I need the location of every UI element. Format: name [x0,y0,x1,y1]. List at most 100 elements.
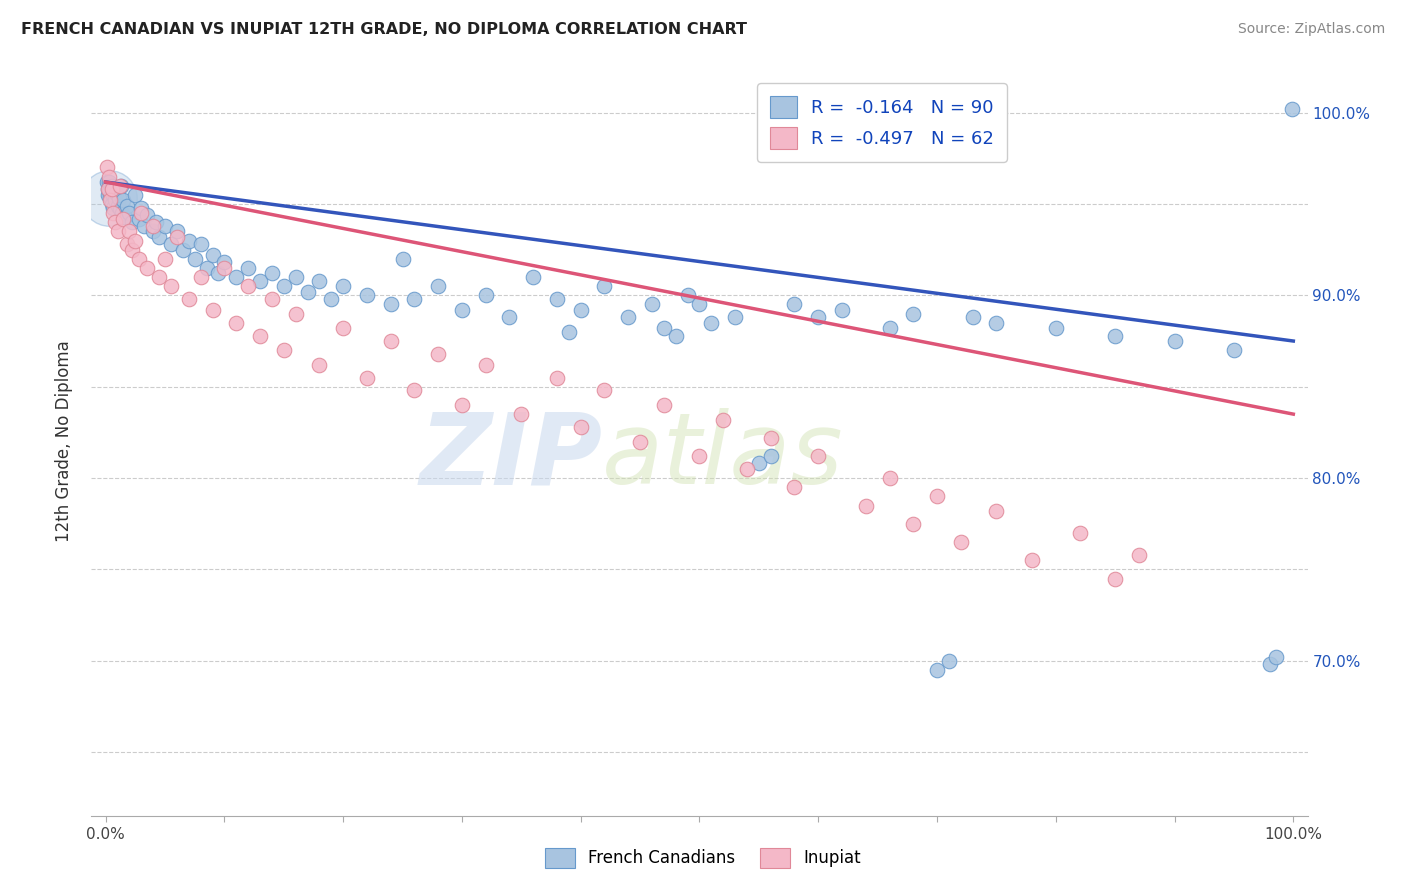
Point [148,270,170,285]
Point [98,175,121,189]
Point [879,471,901,485]
Point [427,279,450,293]
Point [100,182,122,196]
Point [831,302,853,317]
Text: Source: ZipAtlas.com: Source: ZipAtlas.com [1237,22,1385,37]
Point [96,175,118,189]
Point [121,243,143,257]
Point [124,234,146,248]
Point [104,215,127,229]
Point [321,292,343,306]
Point [1163,334,1185,348]
Point [121,215,143,229]
Text: ZIP: ZIP [419,408,602,505]
Point [665,328,688,343]
Point [129,201,152,215]
Legend: R =  -0.164   N = 90, R =  -0.497   N = 62: R = -0.164 N = 90, R = -0.497 N = 62 [756,84,1007,161]
Legend: French Canadians, Inupiat: French Canadians, Inupiat [538,841,868,875]
Point [1258,657,1281,672]
Point [153,219,176,233]
Point [807,310,830,325]
Point [688,449,710,463]
Point [111,206,134,220]
Point [474,358,496,372]
Point [273,343,295,358]
Point [903,516,925,531]
Point [207,267,229,281]
Point [101,187,124,202]
Point [128,252,150,266]
Point [136,208,159,222]
Point [97,187,120,202]
Point [1128,548,1150,562]
Point [546,292,568,306]
Point [100,189,122,203]
Point [308,274,330,288]
Point [108,202,131,217]
Point [451,302,474,317]
Point [101,206,124,220]
Point [98,184,121,198]
Point [96,161,118,175]
Point [172,243,194,257]
Point [855,499,877,513]
Point [380,297,402,311]
Point [100,197,122,211]
Point [104,194,127,208]
Point [129,206,152,220]
Point [238,279,260,293]
Point [97,182,120,196]
Point [118,206,141,220]
Point [124,187,146,202]
Point [128,211,150,226]
Point [569,420,592,434]
Point [938,654,960,668]
Point [546,370,568,384]
Point [115,199,138,213]
Point [98,192,121,206]
Point [356,288,378,302]
Point [260,292,283,306]
Point [160,279,183,293]
Point [748,457,770,471]
Point [148,230,170,244]
Point [112,211,135,226]
Point [249,274,271,288]
Point [783,297,806,311]
Point [332,279,354,293]
Point [201,248,224,262]
Point [879,321,901,335]
Point [177,234,200,248]
Point [652,321,675,335]
Text: atlas: atlas [602,408,844,505]
Point [142,224,165,238]
Point [190,237,212,252]
Point [115,237,138,252]
Point [641,297,664,311]
Point [112,194,135,208]
Point [238,260,260,275]
Point [114,210,136,224]
Point [903,307,925,321]
Point [107,192,129,206]
Point [1021,553,1043,567]
Point [100,178,122,193]
Point [356,370,378,384]
Point [628,434,651,449]
Point [593,384,616,398]
Point [986,504,1008,518]
Point [297,285,319,299]
Point [1264,650,1286,665]
Point [177,292,200,306]
Point [214,260,236,275]
Point [735,462,758,476]
Point [1045,321,1067,335]
Point [145,215,167,229]
Point [711,412,734,426]
Point [404,292,426,306]
Point [101,201,124,215]
Point [986,316,1008,330]
Point [427,347,450,361]
Point [474,288,496,302]
Point [522,270,544,285]
